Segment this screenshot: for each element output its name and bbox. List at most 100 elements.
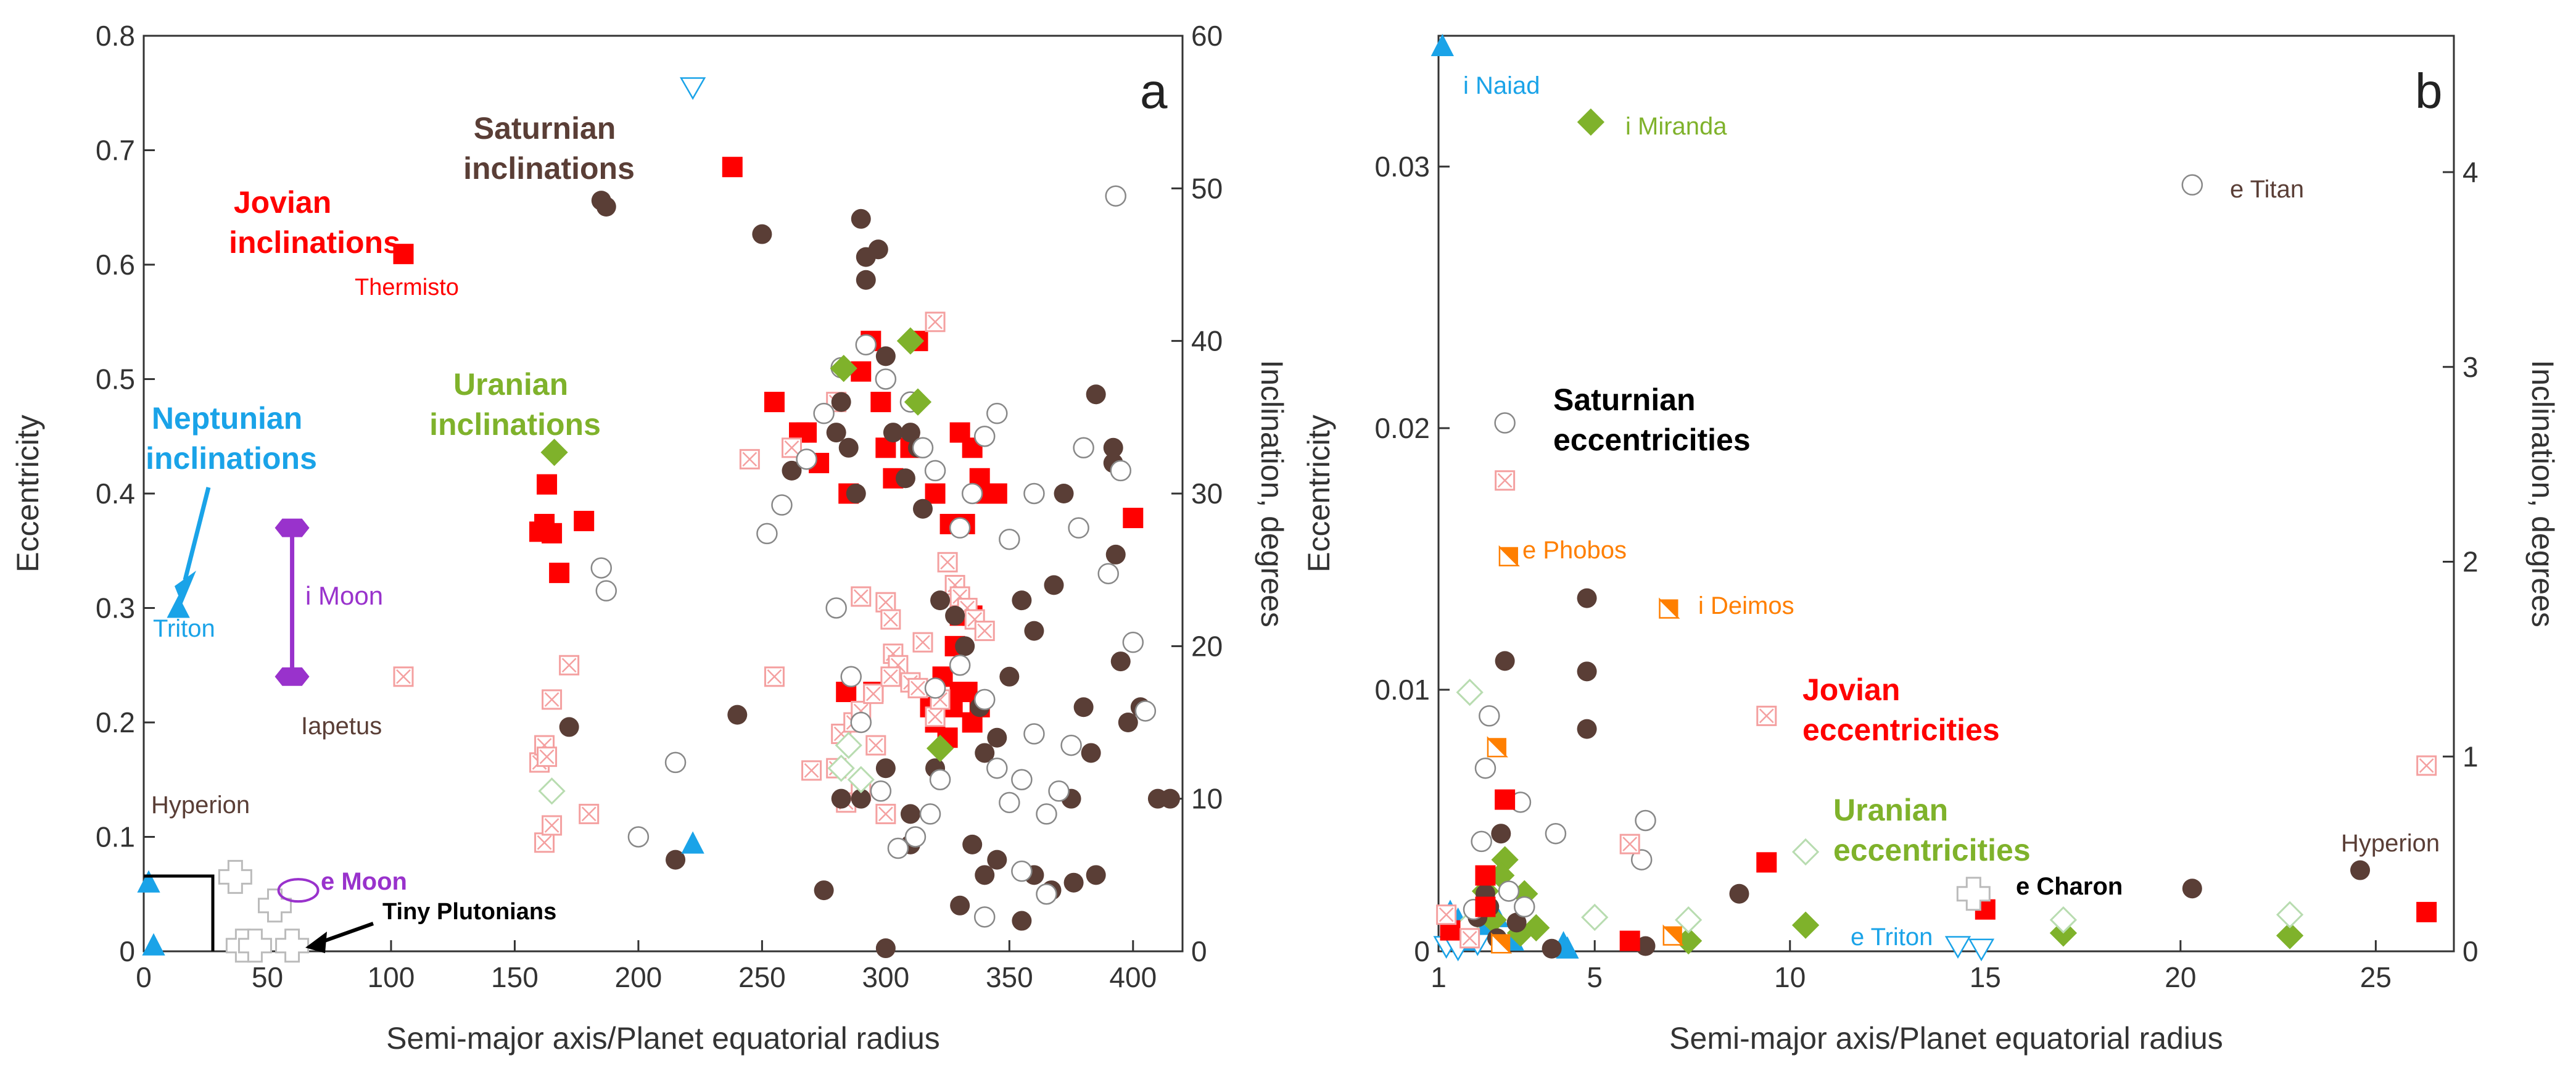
saturnian-eccentricities-point — [912, 437, 934, 459]
uranian-inclinations-point — [540, 439, 568, 466]
saturnian-inclinations-point — [1729, 883, 1749, 904]
jovian-inclinations-point — [851, 361, 872, 382]
uranian-eccentricities-point — [827, 755, 855, 782]
jovian-eccentricities-point — [865, 735, 886, 756]
jovian-inclinations-point — [925, 483, 946, 504]
neptunian-inclinations-point — [167, 595, 190, 618]
saturnian-eccentricities-point — [1060, 734, 1082, 756]
saturnian-eccentricities-point — [870, 780, 892, 802]
saturnian-eccentricities-point — [1545, 822, 1567, 845]
neptunian-eccentricities-point — [679, 77, 706, 100]
uranian-inclinations-point — [904, 388, 932, 416]
saturnian-eccentricities-point — [1023, 482, 1045, 505]
y-tick-label: 0.3 — [96, 592, 135, 624]
panel-b-plot-area — [1437, 35, 2455, 953]
jovian-eccentricities-point — [875, 592, 896, 613]
y-tick-label: 0.5 — [96, 363, 135, 395]
saturnian-eccentricities-point — [1630, 849, 1653, 870]
jovian-eccentricities-point — [851, 586, 872, 607]
jovian-eccentricities-point — [907, 677, 928, 698]
jovian-eccentricities-point — [880, 666, 901, 687]
annot-a-iapetus: Iapetus — [301, 713, 382, 740]
panel-b-y-ticks: 0 0.01 0.02 0.03 — [1374, 151, 1450, 967]
annot-a-plutonians-arrowhead — [305, 932, 327, 953]
jovian-eccentricities-point — [1756, 705, 1777, 726]
saturnian-inclinations-point — [1044, 575, 1064, 595]
saturnian-eccentricities-point — [664, 751, 687, 774]
x-tick-label: 300 — [862, 961, 909, 993]
moon-range-end — [275, 667, 310, 686]
saturnian-inclinations-point — [782, 460, 802, 481]
saturnian-eccentricities-point — [855, 334, 877, 356]
jovian-eccentricities-point — [579, 803, 600, 824]
saturnian-eccentricities-point — [973, 906, 996, 928]
saturnian-eccentricities-point — [887, 837, 909, 859]
saturnian-inclinations-point — [851, 788, 871, 809]
annot-b-uranian: Uranian eccentricities — [1833, 793, 2031, 867]
x-tick-label: 150 — [491, 961, 539, 993]
jovian-eccentricities-point — [974, 621, 995, 642]
saturnian-eccentricities-point — [840, 666, 862, 688]
jovian-inclinations-point — [2416, 901, 2437, 922]
saturnian-inclinations-point — [752, 224, 772, 244]
jovian-inclinations-point — [722, 157, 743, 178]
saturnian-inclinations-point — [559, 717, 579, 737]
jovian-eccentricities-point — [537, 746, 558, 767]
saturnian-eccentricities-point — [627, 826, 650, 848]
neptunian-inclinations-point — [142, 933, 165, 956]
saturnian-inclinations-point — [1491, 824, 1511, 844]
y-tick-label: 0 — [1414, 935, 1430, 967]
saturnian-eccentricities-point — [1105, 185, 1126, 207]
annot-b-e-charon: e Charon — [2016, 873, 2123, 900]
saturnian-inclinations-point — [975, 743, 995, 763]
panel-a-points — [137, 77, 1180, 963]
x-tick-label: 25 — [2360, 961, 2392, 993]
martian-point — [1498, 545, 1520, 567]
saturnian-inclinations-point — [846, 484, 866, 503]
uranian-inclinations-point — [926, 734, 954, 763]
annot-b-jovian: Jovian eccentricities — [1802, 672, 2000, 747]
annot-b-hyperion: Hyperion — [2341, 830, 2440, 857]
saturnian-inclinations-point — [950, 895, 970, 916]
saturnian-eccentricities-point — [1498, 880, 1520, 902]
saturnian-inclinations-point — [987, 850, 1007, 870]
uranian-eccentricities-point — [847, 766, 875, 793]
martian-point — [1487, 736, 1508, 758]
panel-b-letter: b — [2415, 64, 2443, 118]
saturnian-eccentricities-point — [850, 711, 872, 734]
jovian-eccentricities-point — [1495, 470, 1516, 491]
x-tick-label: 400 — [1109, 961, 1157, 993]
saturnian-inclinations-point — [987, 727, 1007, 748]
saturnian-inclinations-point — [999, 666, 1020, 687]
jovian-eccentricities-point — [925, 312, 946, 333]
y2-tick-label: 2 — [2462, 546, 2479, 578]
saturnian-eccentricities-point — [999, 528, 1020, 550]
martian-point — [1659, 597, 1680, 619]
martian-point — [1491, 932, 1513, 954]
uranian-inclinations-point — [2276, 922, 2304, 949]
saturnian-inclinations-point — [2350, 860, 2371, 880]
annot-b-i-naiad: i Naiad — [1463, 72, 1540, 99]
uranian-eccentricities-point — [1456, 679, 1484, 706]
jovian-eccentricities-point — [863, 684, 884, 705]
saturnian-inclinations-point — [1542, 938, 1562, 959]
jovian-eccentricities-point — [1436, 904, 1457, 925]
saturnian-inclinations-point — [1506, 912, 1527, 933]
saturnian-eccentricities-point — [1036, 803, 1057, 825]
saturnian-inclinations-point — [1063, 872, 1084, 893]
saturnian-eccentricities-point — [1011, 769, 1033, 790]
saturnian-inclinations-point — [1086, 384, 1106, 405]
saturnian-eccentricities-point — [904, 826, 927, 848]
panel-a-x-ticks: 0 50 100 150 200 250 300 350 400 — [136, 940, 1157, 993]
saturnian-inclinations-point — [883, 423, 903, 443]
jovian-inclinations-point — [1756, 852, 1777, 873]
annot-a-triton: Triton — [153, 615, 215, 642]
saturnian-eccentricities-point — [929, 769, 951, 790]
jovian-eccentricities-point — [542, 815, 563, 836]
saturnian-inclinations-point — [596, 197, 616, 217]
plutonian-point — [218, 859, 252, 894]
saturnian-inclinations-point — [1577, 719, 1597, 739]
x-tick-label: 20 — [2165, 961, 2196, 993]
y2-tick-label: 20 — [1191, 630, 1223, 662]
jovian-eccentricities-point — [1459, 928, 1480, 949]
